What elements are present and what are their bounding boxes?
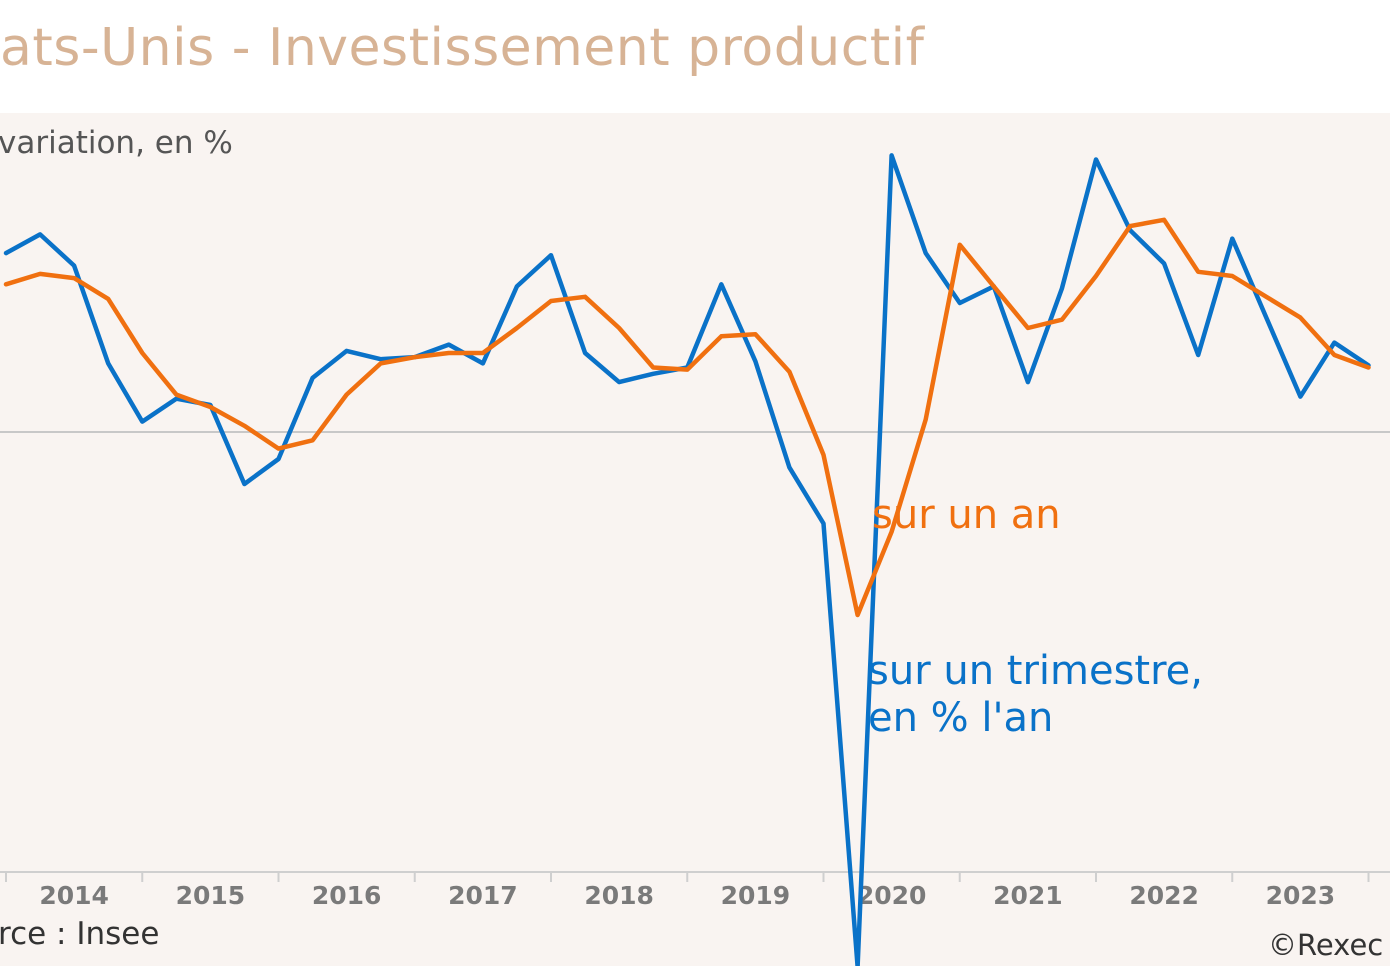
source-label: rce : Insee xyxy=(0,916,159,952)
x-tick-label: 2014 xyxy=(39,881,109,910)
series-label-sur-un-an: sur un an xyxy=(872,492,1061,538)
series-layer xyxy=(3,153,1371,966)
y-unit-label: variation, en % xyxy=(0,125,233,161)
copyright-label: ©Rexec xyxy=(1268,928,1383,962)
x-tick-label: 2016 xyxy=(312,881,382,910)
series-label-trimestre-line2: en % l'an xyxy=(868,695,1053,741)
x-tick-label: 2023 xyxy=(1266,881,1336,910)
x-axis-ticks xyxy=(5,872,1370,882)
x-tick-label: 2020 xyxy=(857,881,927,910)
series-line-sur-un-an xyxy=(3,217,1371,618)
chart-title: ats-Unis - Investissement productif xyxy=(0,18,925,78)
plot-background xyxy=(0,113,1390,966)
x-axis-tick-labels: 2014 2015 2016 2017 2018 2019 2020 2021 2022 2023… xyxy=(39,881,1336,910)
x-tick-label: 2021 xyxy=(993,881,1063,910)
series-label-trimestre-line1: sur un trimestre, xyxy=(868,648,1203,694)
x-tick-label: 2017 xyxy=(448,881,518,910)
x-tick-label: 2018 xyxy=(584,881,654,910)
x-tick-label: 2022 xyxy=(1129,881,1199,910)
x-tick-label: 2019 xyxy=(721,881,791,910)
x-tick-label: 2015 xyxy=(176,881,246,910)
